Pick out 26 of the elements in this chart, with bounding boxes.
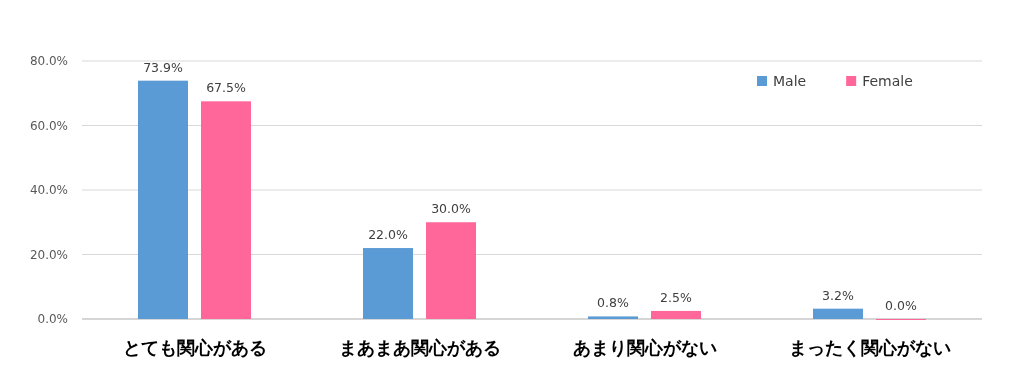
bar	[813, 308, 863, 319]
data-label: 2.5%	[660, 289, 692, 305]
data-label: 0.0%	[885, 298, 917, 313]
data-label: 67.5%	[206, 80, 246, 96]
data-label: 3.2%	[822, 287, 854, 303]
bar	[426, 222, 476, 319]
y-tick-label: 60.0%	[29, 118, 68, 133]
data-label: 0.8%	[597, 295, 629, 311]
bar	[651, 310, 701, 319]
y-tick-label: 0.0%	[37, 312, 68, 326]
y-tick-label: 80.0%	[29, 54, 68, 68]
data-label: 22.0%	[368, 227, 408, 243]
x-tick-label: あまり関心がない	[572, 337, 717, 358]
x-tick-label: とても関心がある	[122, 337, 267, 358]
legend-label: Male	[773, 73, 807, 89]
bar	[201, 101, 251, 319]
bar	[363, 248, 413, 319]
x-tick-label: まあまあ関心がある	[338, 337, 501, 358]
y-tick-label: 20.0%	[29, 247, 68, 262]
x-tick-label: まったく関心がない	[788, 337, 951, 358]
data-label: 30.0%	[431, 201, 471, 217]
y-tick-label: 40.0%	[29, 183, 68, 197]
bar	[588, 316, 638, 319]
legend-label: Female	[862, 73, 913, 89]
bar	[138, 80, 188, 319]
data-label: 73.9%	[143, 59, 183, 75]
